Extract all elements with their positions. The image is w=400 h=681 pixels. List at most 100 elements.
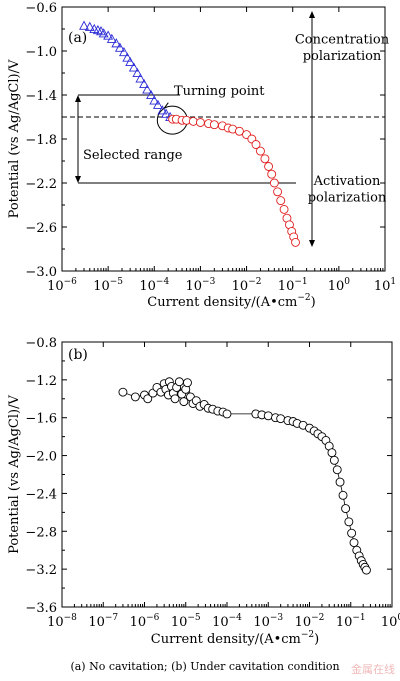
y-tick-label: −1.8 <box>25 133 57 148</box>
y-tick-label: −0.8 <box>25 336 57 351</box>
y-tick-label: −2.0 <box>25 450 57 465</box>
data-point-circle <box>170 394 180 404</box>
data-point-circle <box>256 146 265 156</box>
data-point-triangle <box>128 62 139 72</box>
panel-label: (a) <box>68 30 87 46</box>
activation-label-2: polarization <box>308 191 387 206</box>
data-point-triangle <box>125 56 136 67</box>
data-point-circle <box>341 504 351 514</box>
data-point-triangle <box>149 95 160 105</box>
x-tick-label: 100 <box>328 277 351 294</box>
data-point-triangle <box>142 84 153 94</box>
x-tick-label: 10−8 <box>47 613 77 630</box>
x-tick-label: 10−1 <box>336 613 366 630</box>
range-arrowhead-down <box>75 176 81 183</box>
x-tick-label: 10−6 <box>130 613 160 630</box>
x-tick-label: 10−5 <box>171 613 201 630</box>
concentration-label: Concentration <box>295 32 390 47</box>
data-point-triangle <box>161 108 172 118</box>
data-point-triangle <box>118 46 129 57</box>
caption: (a) No cavitation; (b) Under cavitation … <box>70 660 339 673</box>
data-point-circle <box>183 378 192 388</box>
y-axis-title: Potential (vs Ag/AgCl)/V <box>7 395 22 554</box>
data-point-circle <box>291 237 300 247</box>
data-point-circle <box>118 387 128 397</box>
plot-frame <box>61 341 393 608</box>
activation-arrowhead <box>309 240 315 247</box>
data-point-triangle <box>135 73 146 83</box>
data-point-circle <box>335 477 345 487</box>
y-axis-title: Potential (vs Ag/AgCl)/V <box>7 59 22 218</box>
data-point-circle <box>276 196 286 206</box>
y-tick-label: −3.0 <box>25 265 57 280</box>
data-point-circle <box>327 448 337 458</box>
y-tick-label: −1.0 <box>25 45 57 60</box>
y-tick-label: −2.2 <box>25 177 57 192</box>
data-point-triangle <box>139 78 150 89</box>
data-point-circle <box>234 126 244 136</box>
data-point-circle <box>174 377 184 387</box>
panel-label: (b) <box>68 347 88 363</box>
data-point-circle <box>332 465 342 475</box>
data-point-triangle <box>132 67 143 78</box>
x-tick-label: 10−6 <box>47 277 77 294</box>
data-point-triangle <box>111 38 122 48</box>
x-tick-label: 101 <box>374 277 396 294</box>
data-point-circle <box>179 397 189 407</box>
x-tick-label: 10−5 <box>93 277 123 294</box>
data-point-circle <box>263 411 273 421</box>
y-tick-label: −0.6 <box>25 1 57 16</box>
data-point-circle <box>269 178 279 188</box>
data-point-triangle <box>106 33 117 43</box>
data-point-triangle <box>103 30 114 40</box>
data-point-circle <box>279 204 289 214</box>
selected-range-label: Selected range <box>83 148 183 163</box>
y-tick-label: −1.2 <box>25 374 57 389</box>
activation-label: Activation <box>313 174 381 189</box>
y-tick-label: −2.4 <box>25 487 57 502</box>
turning-point-label: Turning point <box>174 84 265 99</box>
data-point-circle <box>338 490 348 500</box>
y-tick-label: −1.6 <box>25 412 57 427</box>
data-point-triangle <box>92 24 103 35</box>
data-point-triangle <box>84 21 95 31</box>
x-tick-label: 10−7 <box>88 613 118 630</box>
range-arrowhead-up <box>75 95 81 102</box>
data-point-triangle <box>79 20 89 30</box>
data-point-circle <box>222 409 232 419</box>
data-point-triangle <box>114 42 125 52</box>
x-axis-title: Current density/(A•cm−2) <box>151 630 319 647</box>
data-point-circle <box>267 169 277 179</box>
data-point-circle <box>251 140 261 149</box>
y-tick-label: −2.6 <box>25 221 57 236</box>
y-tick-label: −1.4 <box>25 89 57 104</box>
data-point-circle <box>143 394 153 404</box>
data-point-triangle <box>152 99 163 109</box>
x-tick-label: 100 <box>381 613 400 630</box>
y-tick-label: −3.2 <box>25 563 57 578</box>
y-tick-label: −3.6 <box>25 601 57 616</box>
panel-a: 10−6 10−5 10−4 10−3 10−2 10−1 100 101 −0.6 −1.0 −1… <box>7 1 396 310</box>
data-point-circle <box>188 116 198 126</box>
data-point-circle <box>347 528 357 538</box>
data-point-circle <box>273 187 283 197</box>
data-point-circle <box>209 120 219 130</box>
panel-b: 10−8 10−7 10−6 10−5 10−4 10−3 10−2 10−1 100 −0.8 −… <box>7 336 400 647</box>
data-point-circle <box>344 517 354 527</box>
x-tick-label: 10−1 <box>278 277 308 294</box>
data-point-circle <box>264 162 274 171</box>
x-tick-label: 10−3 <box>253 613 283 630</box>
concentration-arrowhead <box>309 11 315 18</box>
data-point-triangle <box>98 28 109 38</box>
data-point-circle <box>195 118 205 127</box>
x-axis-title: Current density/(A•cm−2) <box>147 293 315 310</box>
data-point-circle <box>349 538 359 548</box>
data-point-triangle <box>146 89 156 100</box>
data-point-circle <box>130 392 140 402</box>
concentration-label-2: polarization <box>303 49 382 64</box>
turning-point-leader <box>163 102 169 109</box>
x-tick-label: 10−4 <box>139 277 169 294</box>
data-point-triangle <box>122 52 133 62</box>
x-tick-label: 10−4 <box>212 613 242 630</box>
